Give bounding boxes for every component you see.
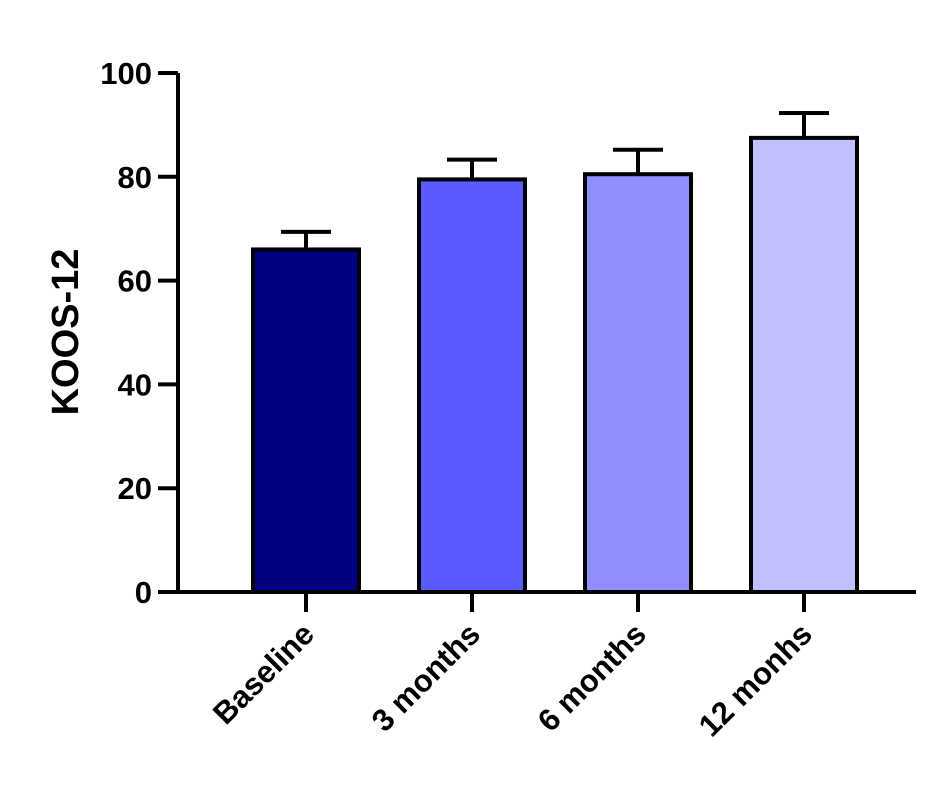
x-category-label: 3 months: [365, 616, 487, 738]
y-tick-label: 40: [118, 367, 152, 402]
bars-group: [251, 135, 859, 595]
error-bars-group: [281, 110, 829, 250]
y-tick-label: 60: [118, 264, 152, 299]
bar-baseline: [251, 247, 361, 595]
bar-6-months: [583, 172, 693, 595]
y-axis-title: KOOS-12: [45, 249, 87, 416]
y-tick-label: 100: [100, 56, 152, 91]
axes-group: [176, 73, 916, 594]
y-tick-label: 0: [135, 575, 152, 610]
x-category-label: 12 monhs: [692, 616, 819, 743]
x-category-label: 6 months: [531, 616, 653, 738]
y-tick-label: 80: [118, 160, 152, 195]
bar-12-monhs: [749, 135, 859, 594]
y-ticks-group: 0 20 40 60 80 100: [100, 56, 178, 610]
y-tick-label: 20: [118, 471, 152, 506]
x-ticks-group: Baseline 3 months 6 months 12 monhs: [206, 592, 819, 743]
bar-3-months: [417, 177, 527, 595]
x-category-label: Baseline: [206, 616, 321, 731]
